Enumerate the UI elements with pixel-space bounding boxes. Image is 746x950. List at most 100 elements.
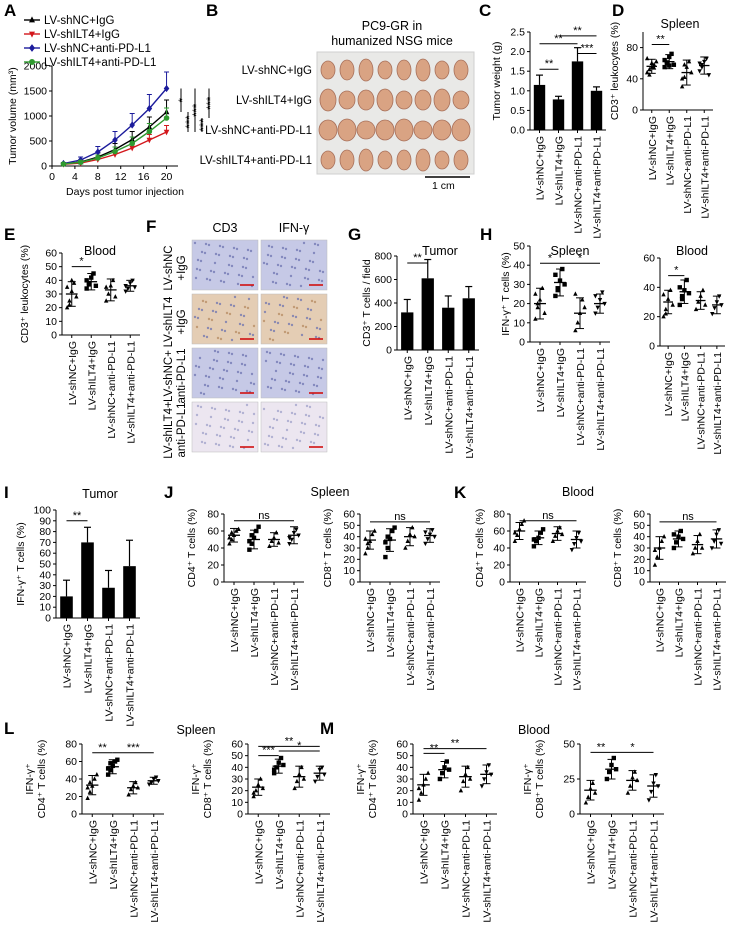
x-category-label: LV-shNC+IgG: [365, 588, 377, 652]
ihc-cell: [294, 315, 298, 319]
chart-m2: 0 25 50 CD8⁺ T cells (%)IFN-γ⁺ LV-shNC+IgG LV…: [522, 739, 664, 923]
data-point: [533, 316, 538, 321]
ihc-cell: [241, 323, 245, 327]
ihc-cell: [215, 301, 219, 305]
data-point: [87, 779, 93, 785]
y-tick-label: 40: [45, 275, 57, 287]
x-category-label: LV-shILT4+IgG: [664, 116, 676, 185]
data-point: [679, 83, 685, 89]
y-tick-label: 60: [45, 248, 57, 260]
panel-b-row-3: LV-shNC+anti-PD-L1: [205, 125, 312, 137]
data-point: [260, 785, 266, 791]
data-point: [709, 546, 715, 551]
ihc-cell: [240, 274, 244, 278]
y-tick-label: 2.5: [510, 27, 525, 39]
ihc-cell: [317, 278, 321, 282]
data-point: [604, 776, 610, 782]
y-tick-label: 60: [207, 526, 219, 538]
data-point: [416, 797, 422, 802]
y-tick-label: 50: [39, 559, 51, 571]
ihc-cell: [295, 306, 299, 310]
data-point: [115, 757, 120, 762]
ihc-cell: [233, 427, 237, 431]
panel-letter: H: [480, 225, 492, 244]
ihc-cell: [284, 379, 288, 383]
x-category-label: LV-shNC+anti-PD-L1: [628, 820, 640, 918]
data-point: [663, 306, 669, 312]
ihc-cell: [206, 384, 210, 388]
ihc-cell: [246, 306, 250, 310]
data-point: [95, 155, 101, 161]
data-point: [696, 299, 701, 304]
ihc-cell: [216, 350, 220, 354]
x-category-label: LV-shNC+IgG: [535, 348, 547, 412]
ihc-cell: [278, 303, 282, 307]
data-point: [628, 783, 633, 788]
data-point: [108, 761, 113, 766]
data-point: [664, 60, 670, 65]
ihc-cell: [266, 253, 270, 257]
x-category-label: LV-shILT4+anti-PD-L1: [315, 820, 327, 923]
data-point: [249, 541, 254, 546]
significance-label: *: [79, 256, 84, 268]
ihc-cell: [301, 382, 305, 386]
ihc-cell: [229, 435, 233, 439]
ihc-cell: [226, 360, 230, 364]
bar: [102, 587, 115, 618]
ihc-cell: [265, 262, 269, 266]
data-point: [718, 541, 724, 547]
ihc-cell: [299, 284, 303, 288]
significance-label: ***: [581, 43, 595, 55]
significance-label: *: [630, 741, 635, 753]
ihc-cell: [223, 417, 227, 421]
data-point: [315, 774, 320, 780]
ihc-cell: [204, 374, 208, 378]
ihc-cell: [312, 383, 316, 387]
y-tick-label: 30: [396, 774, 408, 786]
ihc-cell: [222, 426, 226, 430]
data-point: [661, 292, 666, 297]
x-category-label: LV-shNC+anti-PD-L1: [294, 820, 306, 918]
x-category-label: LV-shNC+IgG: [586, 820, 598, 884]
significance-label: ns: [542, 510, 554, 522]
data-point: [686, 59, 692, 64]
data-point: [85, 785, 90, 790]
ihc-cell: [285, 428, 289, 432]
ihc-cell: [226, 272, 230, 276]
y-axis-label: Tumor volume (mm³): [7, 67, 19, 165]
significance-label: ns: [394, 511, 406, 523]
ihc-cell: [293, 266, 297, 270]
data-point: [686, 291, 692, 296]
y-tick-label: 0.0: [510, 125, 525, 137]
x-category-label: LV-shNC+anti-PD-L1: [682, 116, 694, 214]
significance-label: ns: [258, 510, 270, 522]
y-tick-label: 40: [396, 762, 408, 774]
panel-letter: A: [4, 1, 16, 20]
x-category-label: LV-shNC+anti-PD-L1: [106, 341, 118, 439]
ihc-row-3-line2: anti-PD-L1: [176, 349, 188, 404]
data-point: [227, 535, 232, 540]
ihc-cell: [275, 272, 279, 276]
y-tick-label: 20: [643, 311, 655, 323]
panel-b-row-1: LV-shNC+IgG: [242, 65, 312, 77]
significance-label: *: [578, 252, 583, 264]
ihc-cell: [294, 403, 298, 407]
tumor-specimen: [338, 90, 356, 110]
tumor-specimen: [415, 58, 431, 82]
data-point: [482, 777, 487, 782]
data-point: [67, 302, 72, 307]
data-point: [703, 302, 708, 307]
ihc-col-cd3: CD3: [212, 221, 237, 235]
data-point: [677, 302, 682, 308]
bar: [123, 566, 136, 618]
data-point: [278, 755, 284, 761]
data-point: [519, 521, 524, 526]
x-category-label: LV-shNC+IgG: [229, 588, 241, 652]
ihc-cell: [229, 303, 233, 307]
data-point: [146, 104, 153, 113]
x-tick-label: 4: [72, 171, 78, 183]
ihc-cell: [245, 389, 249, 393]
